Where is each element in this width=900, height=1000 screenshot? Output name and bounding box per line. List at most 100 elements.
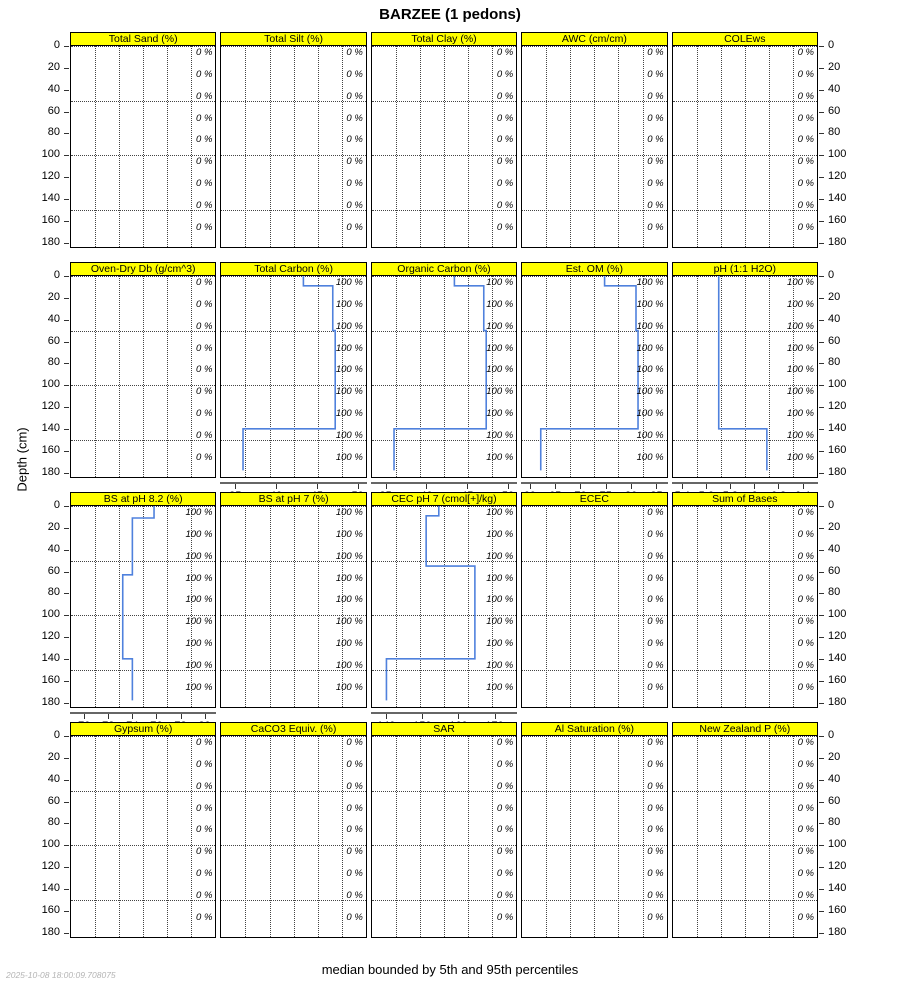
- series-plot: [242, 276, 337, 471]
- x-tick-mark: [84, 714, 86, 719]
- y-tick-label: 0: [828, 729, 835, 741]
- value-label: 0 %: [346, 889, 363, 901]
- y-tick-mark: [64, 658, 69, 660]
- horizontal-gridline: [221, 506, 366, 507]
- vertical-gridline: [293, 46, 295, 247]
- horizontal-gridline: [71, 100, 216, 102]
- plot-area: 0 % 0 % 0 % 0 % 0 % 0 % 0 % 0 % 0 %: [370, 736, 518, 938]
- y-tick-mark: [64, 220, 69, 222]
- vertical-gridline: [443, 46, 445, 247]
- vertical-gridline: [546, 506, 548, 707]
- metric-panel: COLEws 0 % 0 % 0 % 0 % 0 % 0 % 0 % 0 % 0 %: [671, 32, 818, 248]
- value-label: 0 %: [196, 47, 213, 58]
- panel-header-awc-cm-cm[interactable]: AWC (cm/cm): [521, 32, 668, 46]
- panel-header-est-om[interactable]: Est. OM (%): [521, 262, 668, 276]
- value-label: 100 %: [486, 320, 514, 332]
- panel-header-colews[interactable]: COLEws: [671, 32, 818, 46]
- y-tick-mark: [64, 702, 69, 704]
- plot-area: 0 % 0 % 0 % 0 % 0 % 0 % 0 % 0 % 0 %: [70, 46, 217, 248]
- panel-header-organic-carbon[interactable]: Organic Carbon (%): [370, 262, 518, 276]
- horizontal-gridline: [221, 615, 366, 617]
- value-label: 0 %: [346, 199, 363, 211]
- vertical-gridline: [341, 506, 343, 707]
- vertical-gridline: [341, 736, 343, 937]
- value-label: 0 %: [496, 780, 514, 792]
- horizontal-gridline: [71, 506, 216, 507]
- panel-header-new-zealand-p[interactable]: New Zealand P (%): [671, 722, 818, 736]
- value-label: 0 %: [647, 681, 664, 693]
- metric-panel: Total Carbon (%) 100 % 100 % 100 % 100 % 100 …: [220, 262, 367, 478]
- value-label: 0 %: [346, 911, 363, 923]
- panel-header-al-saturation[interactable]: Al Saturation (%): [521, 722, 668, 736]
- y-tick-mark: [819, 242, 824, 244]
- value-label: 100 %: [486, 572, 514, 584]
- vertical-gridline: [468, 736, 470, 937]
- panel-header-gypsum[interactable]: Gypsum (%): [70, 722, 217, 736]
- value-label: 0 %: [196, 824, 213, 836]
- y-tick-mark: [64, 801, 69, 803]
- panel-header-sar[interactable]: SAR: [370, 722, 518, 736]
- panel-header-bs-at-ph-8-2[interactable]: BS at pH 8.2 (%): [70, 492, 217, 506]
- y-tick-label: 140: [41, 421, 60, 434]
- panel-header-oven-dry-db-g-cm-3[interactable]: Oven-Dry Db (g/cm^3): [70, 262, 217, 276]
- panel-header-total-sand[interactable]: Total Sand (%): [70, 32, 217, 46]
- horizontal-gridline: [71, 615, 216, 617]
- y-tick-label: 100: [41, 838, 60, 851]
- x-tick-mark: [555, 484, 557, 489]
- vertical-gridline: [744, 506, 746, 707]
- value-label: 100 %: [787, 429, 814, 441]
- value-label: 0 %: [647, 47, 664, 58]
- y-tick-label: 180: [41, 695, 60, 708]
- y-tick-mark: [819, 472, 824, 474]
- value-label: 0 %: [496, 846, 514, 858]
- value-label: 0 %: [196, 889, 213, 901]
- panel-header-bs-at-ph-7[interactable]: BS at pH 7 (%): [220, 492, 367, 506]
- panel-header-sum-of-bases[interactable]: Sum of Bases: [671, 492, 818, 506]
- value-label: 0 %: [346, 156, 363, 168]
- value-label: 100 %: [636, 429, 664, 441]
- horizontal-gridline: [71, 736, 216, 737]
- plot-area: 0 % 0 % 0 % 0 % 0 % 0 % 0 % 0 % 0 %: [521, 506, 668, 708]
- vertical-gridline: [792, 276, 794, 477]
- panel-header-total-clay[interactable]: Total Clay (%): [370, 32, 518, 46]
- value-label: 0 %: [647, 90, 664, 102]
- y-tick-mark: [819, 297, 824, 299]
- panel-header-total-carbon[interactable]: Total Carbon (%): [220, 262, 367, 276]
- vertical-gridline: [119, 46, 121, 247]
- vertical-gridline: [618, 276, 620, 477]
- y-tick-label: 40: [47, 542, 60, 555]
- y-tick-label: 40: [47, 82, 60, 95]
- panel-header-ph-1-1-h2o[interactable]: pH (1:1 H2O): [671, 262, 818, 276]
- vertical-gridline: [419, 276, 421, 477]
- value-label: 0 %: [647, 550, 664, 562]
- value-label: 0 %: [346, 758, 363, 770]
- vertical-gridline: [642, 506, 644, 707]
- panel-header-caco3-equiv[interactable]: CaCO3 Equiv. (%): [220, 722, 367, 736]
- y-tick-label: 80: [828, 586, 841, 599]
- value-label: 100 %: [185, 594, 213, 606]
- metric-panel: Sum of Bases 0 % 0 % 0 % 0 % 0 % 0 % 0 % 0 % 0 %: [671, 492, 818, 708]
- vertical-gridline: [95, 506, 97, 707]
- panel-header-total-silt[interactable]: Total Silt (%): [220, 32, 367, 46]
- x-tick-mark: [422, 714, 424, 719]
- vertical-gridline: [191, 46, 193, 247]
- value-label: 100 %: [787, 342, 814, 354]
- value-label: 100 %: [185, 616, 213, 628]
- panel-header-ecec[interactable]: ECEC: [521, 492, 668, 506]
- value-label: 0 %: [346, 221, 363, 233]
- vertical-gridline: [245, 276, 247, 477]
- value-label: 0 %: [797, 199, 814, 211]
- value-label: 100 %: [335, 408, 363, 420]
- panel-header-cec-ph-7-cmol-kg[interactable]: CEC pH 7 (cmol[+]/kg): [370, 492, 518, 506]
- vertical-gridline: [269, 736, 271, 937]
- y-tick-label: 140: [41, 881, 60, 894]
- vertical-gridline: [317, 736, 319, 937]
- x-tick-mark: [631, 484, 633, 489]
- x-axis-line: [671, 482, 818, 484]
- horizontal-gridline: [371, 615, 517, 617]
- vertical-gridline: [720, 276, 722, 477]
- horizontal-gridline: [221, 46, 366, 47]
- value-label: 100 %: [486, 638, 514, 650]
- value-label: 0 %: [496, 68, 514, 80]
- x-tick-mark: [180, 714, 182, 719]
